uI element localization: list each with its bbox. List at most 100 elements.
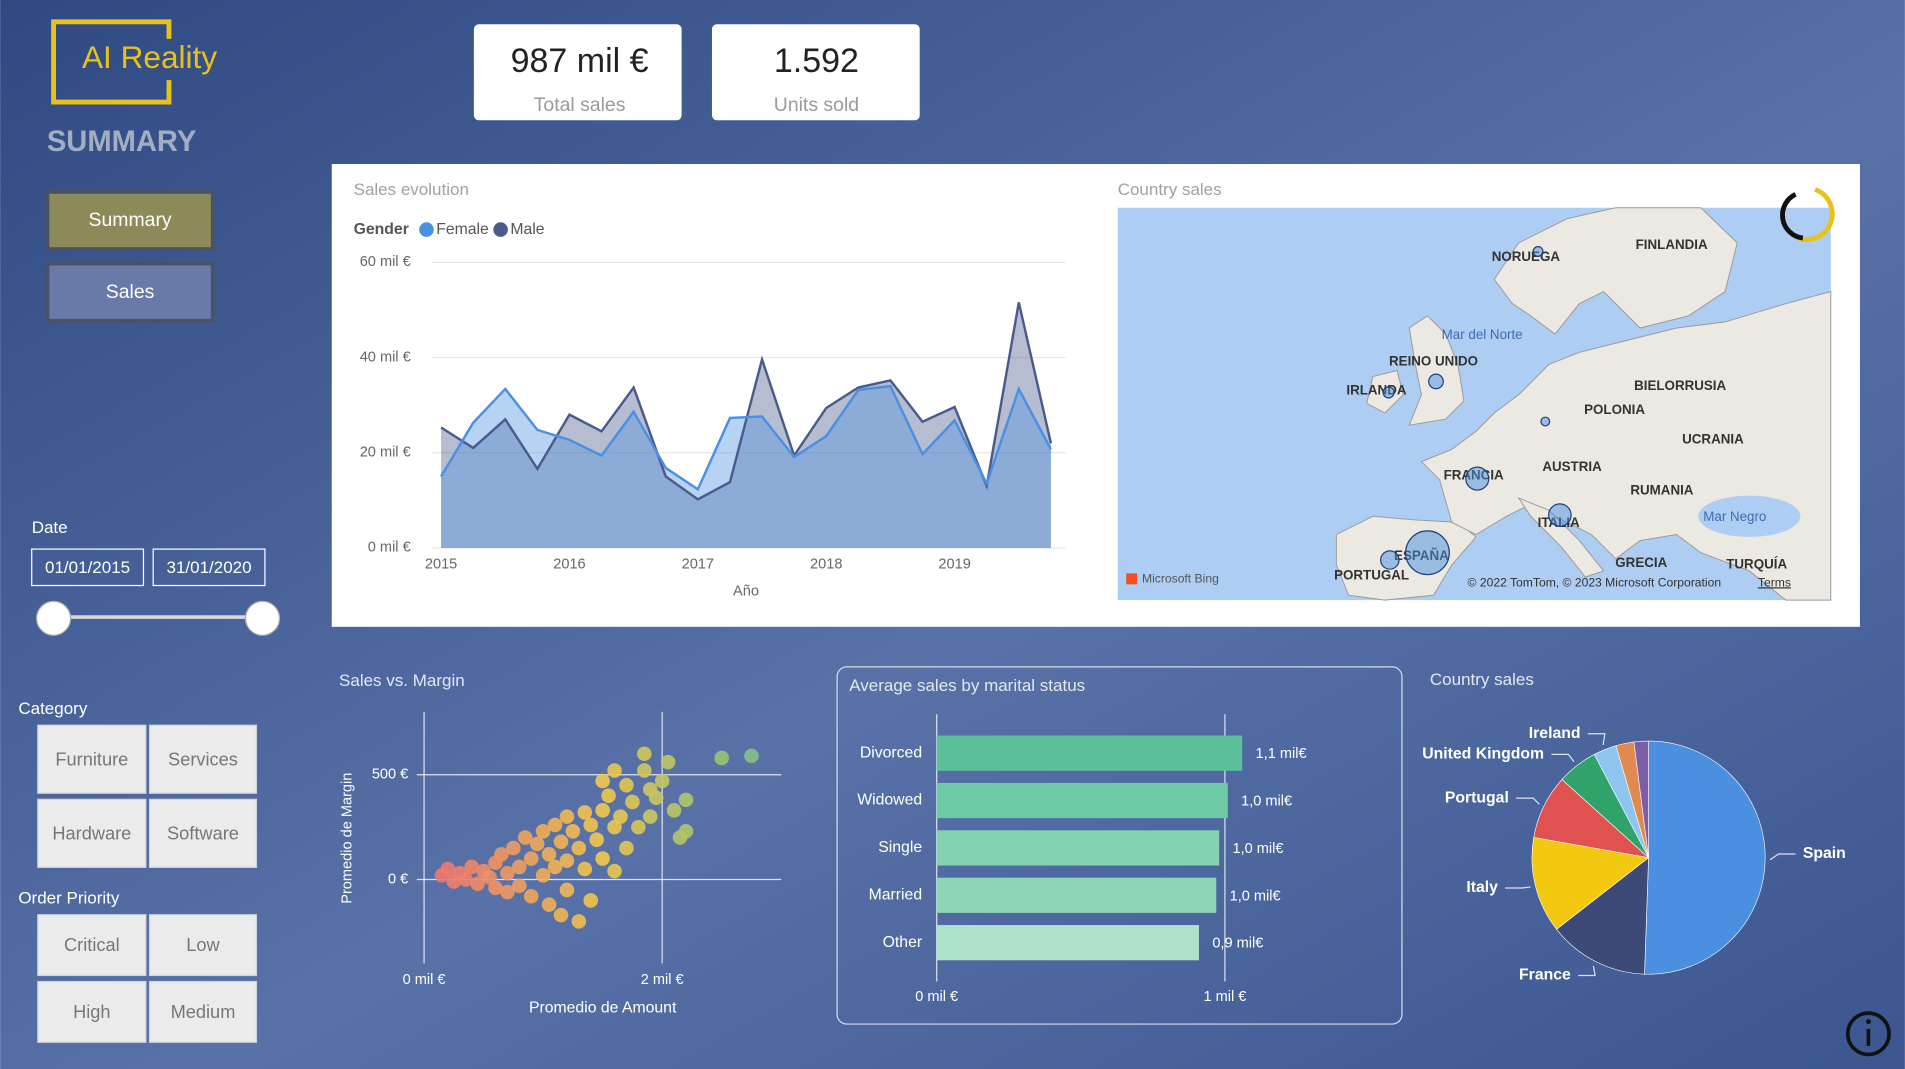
filter-option[interactable]: Services bbox=[168, 749, 238, 769]
date-input[interactable] bbox=[31, 548, 145, 587]
date-end[interactable]: 31/01/2020 bbox=[167, 558, 252, 577]
scatter-point bbox=[678, 824, 694, 839]
scatter-point bbox=[637, 763, 652, 778]
date-input[interactable] bbox=[152, 548, 266, 587]
chart-title: Country sales bbox=[1430, 670, 1534, 689]
x-tick-label: 2017 bbox=[682, 557, 714, 573]
bar bbox=[936, 830, 1220, 866]
y-tick-label: Single bbox=[878, 839, 922, 856]
map-label: GRECIA bbox=[1615, 555, 1667, 570]
bar bbox=[936, 877, 1217, 913]
slider-handle[interactable] bbox=[244, 600, 281, 636]
scatter-point bbox=[559, 809, 575, 824]
scatter-point bbox=[500, 884, 515, 900]
filter-button[interactable] bbox=[37, 798, 147, 868]
scatter-point bbox=[571, 914, 587, 929]
scatter-point bbox=[565, 824, 581, 839]
legend-label: Female bbox=[436, 221, 489, 238]
map-label: REINO UNIDO bbox=[1389, 354, 1478, 369]
y-tick-label: Divorced bbox=[860, 744, 922, 761]
leader-line bbox=[1551, 753, 1575, 763]
map-bubble bbox=[1428, 373, 1444, 390]
scatter-point bbox=[506, 840, 521, 856]
filter-button[interactable] bbox=[37, 914, 147, 977]
kpi-label: Units sold bbox=[774, 94, 859, 116]
nav-button[interactable] bbox=[45, 190, 215, 251]
filter-option[interactable]: Low bbox=[186, 935, 220, 955]
logo-frame bbox=[51, 19, 172, 105]
chart-title: Average sales by marital status bbox=[849, 676, 1085, 695]
marital-status: Average sales by marital status 0 mil € 1 … bbox=[849, 676, 1306, 1005]
leader-line bbox=[1578, 965, 1596, 977]
scatter-point bbox=[589, 832, 604, 847]
filter-button[interactable] bbox=[148, 980, 258, 1043]
area-fill bbox=[441, 386, 1051, 548]
filter-button[interactable] bbox=[37, 724, 147, 794]
filter-option[interactable]: Medium bbox=[171, 1002, 236, 1022]
scatter-point bbox=[541, 847, 557, 862]
info-icon[interactable] bbox=[1845, 1011, 1891, 1057]
page-title: SUMMARY bbox=[47, 126, 196, 158]
map-label: AUSTRIA bbox=[1542, 459, 1602, 474]
map-label: Mar Negro bbox=[1703, 509, 1766, 524]
legend-title: Gender bbox=[354, 221, 409, 238]
scatter-point bbox=[648, 790, 664, 806]
bing-logo bbox=[1126, 573, 1138, 585]
map-label: BIELORRUSIA bbox=[1634, 378, 1726, 393]
filter-option[interactable]: High bbox=[73, 1002, 110, 1022]
scatter-point bbox=[577, 861, 593, 877]
series-line bbox=[440, 302, 1053, 501]
country-map: Country sales Mar del Norte NORUEGA FINLAND… bbox=[1117, 180, 1832, 601]
pie-label: Ireland bbox=[1529, 725, 1581, 742]
kpi-value: 987 mil € bbox=[511, 42, 649, 80]
chart-title: Sales evolution bbox=[354, 180, 469, 199]
scatter-point bbox=[642, 809, 658, 824]
kpi-value: 1.592 bbox=[774, 42, 859, 80]
map-label: POLONIA bbox=[1584, 402, 1645, 417]
scatter-point bbox=[440, 861, 456, 877]
sales-vs-margin: Sales vs. Margin 0 € 500 € 0 mil € 2 mil € Pr… bbox=[339, 671, 782, 1016]
filter-button[interactable] bbox=[37, 980, 147, 1043]
scatter-point bbox=[613, 809, 628, 824]
scatter-point bbox=[583, 817, 599, 833]
map-provider: Microsoft Bing bbox=[1142, 572, 1219, 586]
bar bbox=[936, 782, 1228, 819]
nav-button[interactable] bbox=[45, 261, 215, 323]
y-tick-label: Widowed bbox=[857, 792, 922, 809]
nav-label[interactable]: Sales bbox=[106, 281, 155, 303]
scatter-point bbox=[470, 876, 485, 891]
filter-button[interactable] bbox=[148, 724, 258, 794]
filter-button[interactable] bbox=[148, 914, 258, 977]
slider-handle[interactable] bbox=[35, 600, 72, 636]
scatter-point bbox=[512, 878, 527, 894]
pie-slice bbox=[1531, 837, 1650, 930]
map-label: PORTUGAL bbox=[1334, 567, 1409, 582]
filter-button[interactable] bbox=[148, 798, 258, 868]
pie-slice bbox=[1644, 740, 1766, 975]
scatter-point bbox=[464, 859, 479, 875]
kpi-card bbox=[711, 24, 920, 121]
map-bubble bbox=[1548, 503, 1572, 527]
nav-label[interactable]: Summary bbox=[89, 209, 172, 231]
date-start[interactable]: 01/01/2015 bbox=[45, 558, 130, 577]
filter-option[interactable]: Furniture bbox=[55, 749, 128, 769]
filter-option[interactable]: Critical bbox=[64, 935, 120, 955]
pie-label: Italy bbox=[1466, 879, 1498, 896]
y-tick-label: 20 mil € bbox=[360, 445, 411, 461]
scatter-point bbox=[678, 792, 694, 808]
filter-option[interactable]: Hardware bbox=[52, 823, 131, 843]
filter-label: Category bbox=[18, 699, 87, 718]
value-label: 1,0 mil€ bbox=[1233, 841, 1284, 857]
filter-label: Order Priority bbox=[18, 888, 120, 907]
scatter-point bbox=[654, 773, 670, 789]
x-tick-label: 1 mil € bbox=[1203, 989, 1246, 1005]
map-terms[interactable]: Terms bbox=[1758, 575, 1791, 589]
chart-title: Sales vs. Margin bbox=[339, 671, 465, 690]
filter-option[interactable]: Software bbox=[167, 823, 239, 843]
map-attribution: © 2022 TomTom, © 2023 Microsoft Corporat… bbox=[1468, 575, 1722, 589]
bar bbox=[936, 735, 1243, 771]
kpi-label: Total sales bbox=[534, 94, 626, 116]
scatter-point bbox=[583, 893, 599, 908]
refresh-icon[interactable] bbox=[1780, 187, 1835, 242]
y-tick-label: 60 mil € bbox=[360, 254, 411, 270]
